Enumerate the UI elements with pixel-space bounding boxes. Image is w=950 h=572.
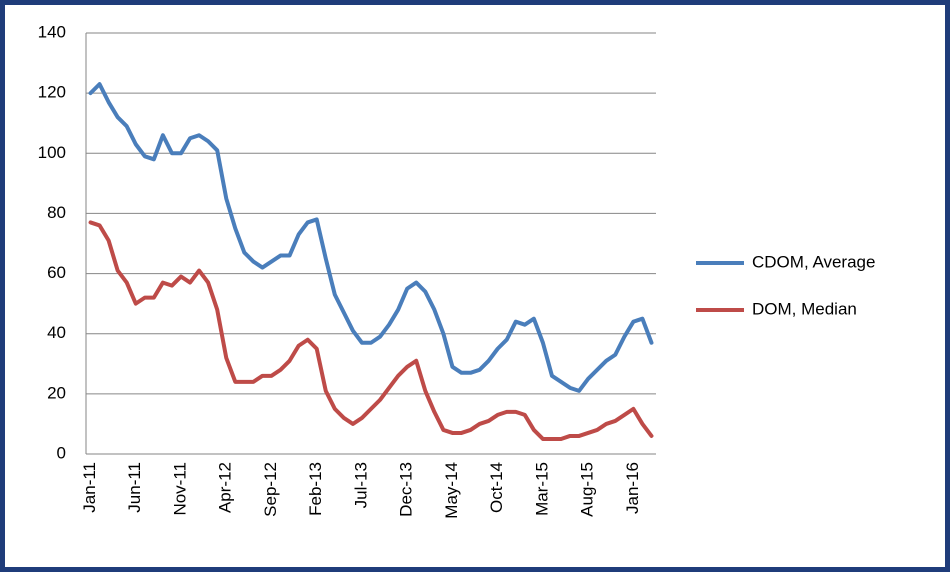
x-tick-label: Jan-11 <box>80 462 99 513</box>
x-tick-label: Jul-13 <box>351 462 370 508</box>
x-tick-label: Jan-16 <box>623 462 642 514</box>
x-tick-label: Nov-11 <box>170 462 189 516</box>
x-tick-label: Sep-12 <box>261 462 280 517</box>
y-tick-label: 20 <box>47 383 66 402</box>
x-tick-label: Jun-11 <box>125 462 144 513</box>
y-tick-label: 0 <box>57 443 66 462</box>
legend-label: CDOM, Average <box>752 252 875 271</box>
x-tick-label: Aug-15 <box>578 462 597 517</box>
legend-label: DOM, Median <box>752 299 857 318</box>
x-tick-label: Feb-13 <box>306 462 325 516</box>
series-line <box>88 220 654 441</box>
y-tick-label: 120 <box>38 83 66 102</box>
y-tick-label: 100 <box>38 143 66 162</box>
x-tick-label: Dec-13 <box>397 462 416 517</box>
y-tick-label: 40 <box>47 323 66 342</box>
x-tick-label: May-14 <box>442 462 461 519</box>
y-tick-label: 60 <box>47 263 66 282</box>
series-line <box>88 82 654 393</box>
y-tick-label: 140 <box>38 22 66 41</box>
x-tick-label: Apr-12 <box>216 462 235 513</box>
x-tick-label: Oct-14 <box>487 462 506 513</box>
x-tick-label: Mar-15 <box>532 462 551 516</box>
y-tick-label: 80 <box>47 203 66 222</box>
